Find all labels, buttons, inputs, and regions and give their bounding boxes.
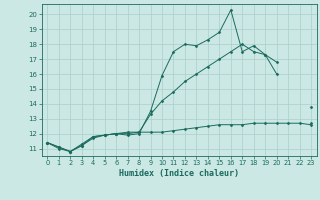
X-axis label: Humidex (Indice chaleur): Humidex (Indice chaleur) xyxy=(119,169,239,178)
